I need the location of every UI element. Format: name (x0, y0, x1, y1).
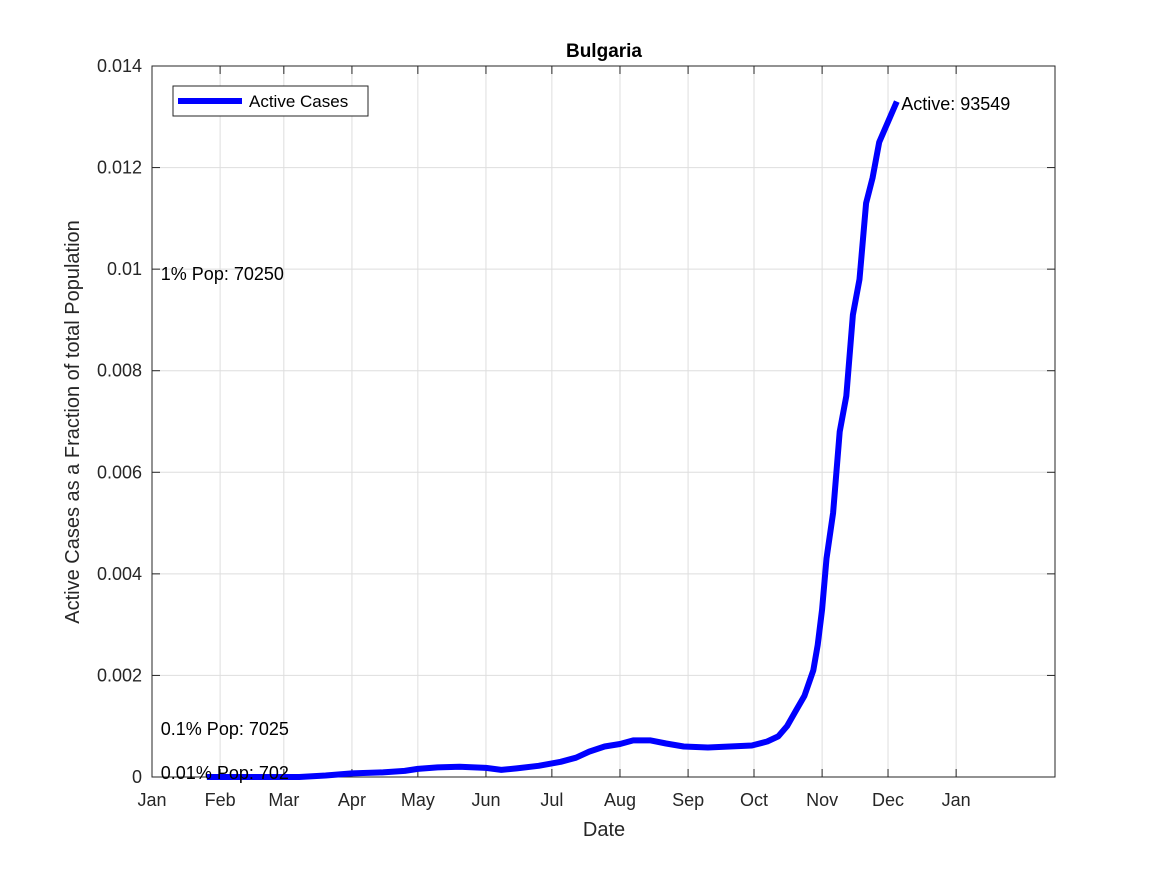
x-tick-label: Dec (872, 790, 904, 810)
y-tick-label: 0.008 (97, 361, 142, 381)
chart-title: Bulgaria (566, 41, 642, 62)
y-axis-label: Active Cases as a Fraction of total Popu… (62, 220, 84, 624)
x-tick-label: Jul (540, 790, 563, 810)
x-tick-label: May (401, 790, 435, 810)
annotation-label: 0.01% Pop: 702 (161, 763, 289, 783)
y-tick-label: 0.012 (97, 158, 142, 178)
x-tick-label: Jan (942, 790, 971, 810)
y-tick-label: 0.006 (97, 462, 142, 482)
grid-lines (151, 65, 1055, 778)
y-tick-label: 0.014 (97, 56, 142, 76)
x-tick-label: Sep (672, 790, 704, 810)
x-tick-label: Oct (740, 790, 768, 810)
axis-ticks: Jan Feb Mar Apr May Jun Jul Aug Sep Oct Nov Dec Jan 0… (97, 56, 1055, 810)
legend-label-active-cases: Active Cases (249, 92, 348, 111)
y-tick-label: 0 (132, 767, 142, 787)
series-line-active-cases (206, 100, 900, 780)
plot-frame (151, 65, 1056, 778)
x-tick-label: Jan (137, 790, 166, 810)
x-tick-label: Nov (806, 790, 838, 810)
x-tick-label: Jun (471, 790, 500, 810)
x-tick-label: Apr (338, 790, 366, 810)
annotations: Active: 93549 1% Pop: 70250 0.1% Pop: 7025… (161, 94, 1010, 783)
x-tick-label: Feb (205, 790, 236, 810)
x-axis-label: Date (583, 819, 625, 841)
y-tick-label: 0.01 (107, 259, 142, 279)
x-tick-label: Aug (604, 790, 636, 810)
x-tick-label: Mar (268, 790, 299, 810)
y-tick-label: 0.002 (97, 665, 142, 685)
annotation-label: Active: 93549 (901, 94, 1010, 114)
y-tick-label: 0.004 (97, 564, 142, 584)
series-layer (206, 100, 900, 780)
annotation-label: 0.1% Pop: 7025 (161, 719, 289, 739)
legend: Active Cases (172, 85, 369, 117)
annotation-label: 1% Pop: 70250 (161, 264, 284, 284)
